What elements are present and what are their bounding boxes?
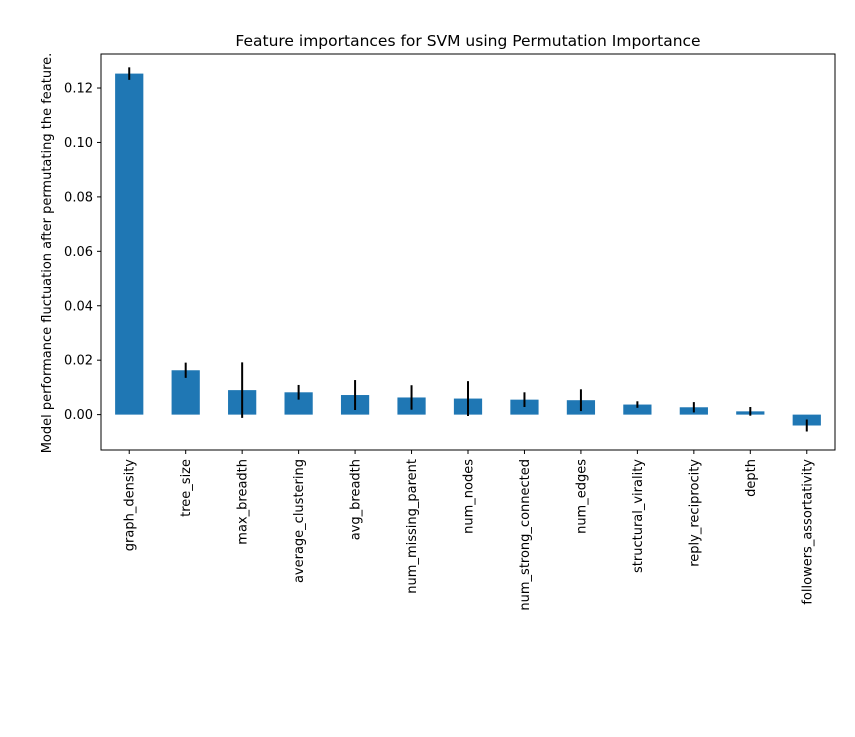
y-tick-label: 0.04: [64, 299, 93, 314]
x-tick-label: depth: [744, 459, 759, 497]
x-tick-label: avg_breadth: [349, 459, 364, 540]
x-tick-label: tree_size: [179, 459, 194, 517]
x-tick-label: structural_virality: [631, 459, 646, 573]
plot-area: 0.00 0.02 0.04 0.06 0.08 0.10 0.12 graph_densit…: [64, 67, 821, 611]
y-tick-label: 0.02: [64, 354, 93, 369]
y-tick-label: 0.06: [64, 245, 93, 260]
x-tick-label: reply_reciprocity: [687, 459, 702, 567]
x-tick-label: num_edges: [574, 459, 589, 534]
y-tick-label: 0.00: [64, 408, 93, 423]
bar-num_strong_connected: [510, 399, 539, 415]
x-tick-label: num_missing_parent: [405, 459, 420, 594]
x-tick-label: average_clustering: [292, 459, 307, 583]
bar-graph_density: [115, 73, 144, 415]
axes-frame: [100, 53, 836, 451]
x-tick-label: graph_density: [123, 459, 138, 552]
bar-structural_virality: [623, 404, 652, 415]
x-tick-label: followers_assortativity: [800, 459, 815, 605]
x-tick-label: num_strong_connected: [518, 459, 533, 611]
chart-title: Feature importances for SVM using Permut…: [235, 32, 700, 50]
x-tick-label: max_breadth: [236, 459, 251, 545]
y-tick-label: 0.12: [64, 82, 93, 97]
bar-average_clustering: [284, 392, 313, 415]
x-tick-label: num_nodes: [462, 459, 477, 534]
y-tick-label: 0.10: [64, 136, 93, 151]
y-axis-label: Model performance fluctuation after perm…: [40, 53, 55, 454]
y-tick-label: 0.08: [64, 190, 93, 205]
